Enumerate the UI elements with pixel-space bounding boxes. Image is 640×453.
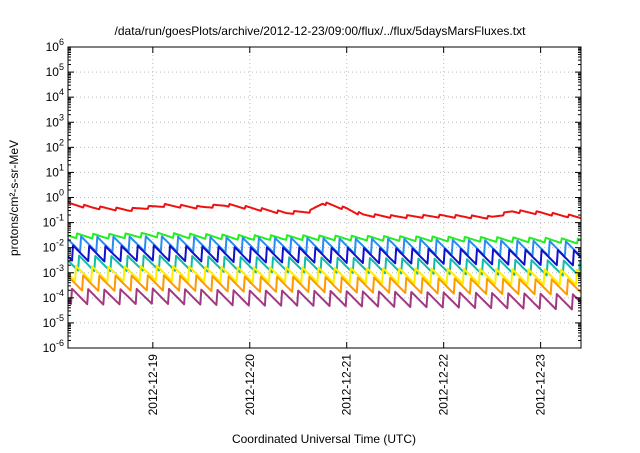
series-line-4 bbox=[67, 244, 582, 267]
y-tick-base: 10 bbox=[46, 90, 60, 104]
y-tick-label: 104 bbox=[46, 87, 64, 104]
y-tick-exponent: 4 bbox=[59, 87, 64, 97]
y-tick-base: 10 bbox=[43, 266, 57, 280]
y-tick-label: 10-5 bbox=[43, 313, 64, 330]
y-tick-exponent: 0 bbox=[59, 188, 64, 198]
y-tick-label: 10-4 bbox=[43, 288, 64, 305]
x-tick-label: 2012-12-20 bbox=[243, 354, 257, 416]
x-axis-title: Coordinated Universal Time (UTC) bbox=[232, 432, 416, 446]
y-tick-label: 103 bbox=[46, 112, 64, 129]
y-tick-exponent: -5 bbox=[56, 313, 64, 323]
y-tick-label: 10-6 bbox=[43, 338, 64, 355]
y-tick-exponent: -2 bbox=[56, 238, 64, 248]
y-tick-base: 10 bbox=[46, 40, 60, 54]
y-tick-exponent: 3 bbox=[59, 112, 64, 122]
chart-title: /data/run/goesPlots/archive/2012-12-23/0… bbox=[115, 24, 527, 38]
x-tick-label: 2012-12-22 bbox=[437, 354, 451, 416]
series-line-7 bbox=[67, 274, 582, 296]
y-tick-base: 10 bbox=[43, 241, 57, 255]
grid-layer bbox=[68, 47, 581, 348]
y-tick-exponent: -6 bbox=[56, 338, 64, 348]
y-tick-label: 10-1 bbox=[43, 213, 64, 230]
y-tick-exponent: 2 bbox=[59, 137, 64, 147]
ticks-layer: 10610510410310210110010-110-210-310-410-… bbox=[43, 37, 581, 415]
y-tick-exponent: 6 bbox=[59, 37, 64, 47]
y-tick-label: 105 bbox=[46, 62, 64, 79]
y-tick-base: 10 bbox=[46, 115, 60, 129]
series-line-2 bbox=[67, 231, 582, 245]
y-tick-exponent: -3 bbox=[56, 263, 64, 273]
y-tick-base: 10 bbox=[43, 216, 57, 230]
y-tick-exponent: 1 bbox=[59, 162, 64, 172]
y-tick-exponent: 5 bbox=[59, 62, 64, 72]
series-line-6 bbox=[67, 264, 582, 286]
y-tick-label: 10-3 bbox=[43, 263, 64, 280]
y-axis-title: protons/cm²-s-sr-MeV bbox=[7, 140, 21, 256]
y-tick-label: 10-2 bbox=[43, 238, 64, 255]
y-tick-exponent: -1 bbox=[56, 213, 64, 223]
y-tick-base: 10 bbox=[43, 316, 57, 330]
x-tick-label: 2012-12-23 bbox=[534, 354, 548, 416]
y-tick-base: 10 bbox=[43, 341, 57, 355]
series-layer bbox=[67, 201, 582, 311]
y-tick-base: 10 bbox=[46, 165, 60, 179]
y-tick-base: 10 bbox=[43, 291, 57, 305]
y-tick-label: 106 bbox=[46, 37, 64, 54]
x-tick-label: 2012-12-21 bbox=[340, 354, 354, 416]
y-tick-label: 102 bbox=[46, 137, 64, 154]
y-tick-base: 10 bbox=[46, 65, 60, 79]
y-tick-base: 10 bbox=[46, 140, 60, 154]
y-tick-label: 101 bbox=[46, 162, 64, 179]
y-tick-exponent: -4 bbox=[56, 288, 64, 298]
y-tick-base: 10 bbox=[46, 191, 60, 205]
series-line-1 bbox=[67, 201, 582, 220]
y-tick-label: 100 bbox=[46, 188, 64, 205]
series-line-8 bbox=[67, 287, 582, 311]
x-tick-label: 2012-12-19 bbox=[146, 354, 160, 416]
